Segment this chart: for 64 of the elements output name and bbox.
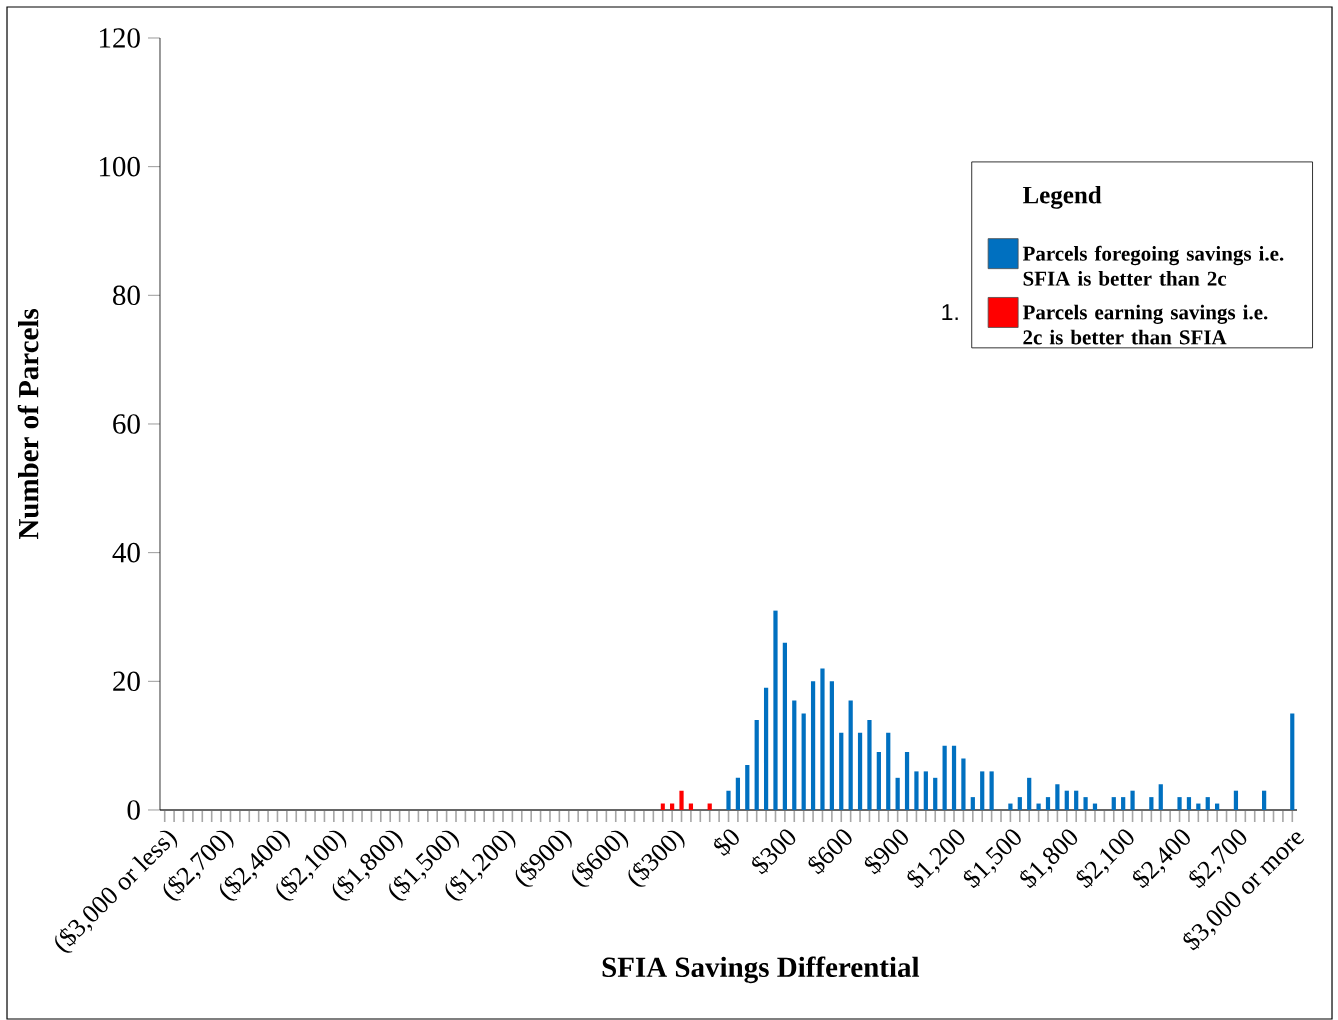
bar [848,700,853,810]
bar [886,732,891,810]
bar [754,719,759,810]
bar [876,752,881,810]
bar [1111,797,1116,810]
bar [895,777,900,810]
bar [773,610,778,810]
bar [1205,797,1210,810]
bar [1158,784,1163,810]
bar [1045,797,1051,810]
legend-title: Legend [1022,185,1102,209]
bar [867,719,872,810]
bar [914,771,919,810]
bar [1290,713,1295,810]
bar [820,668,825,810]
bar [923,771,928,810]
bar [763,687,769,810]
bar [792,700,797,810]
bar [1074,790,1079,810]
x-axis-title: SFIA Savings Differential [602,956,920,984]
bar [933,777,938,810]
y-tick-label: 40 [112,542,140,563]
bar [1008,803,1013,810]
bar [829,681,834,810]
bar [810,681,816,810]
bar [942,745,947,810]
bar [679,790,684,810]
bar [961,758,966,810]
y-axis-title: Number of Parcels [17,308,39,540]
bar [1064,790,1069,810]
bar [1233,790,1239,810]
bar [745,764,750,810]
bar [1027,777,1032,810]
bar [951,745,957,810]
x-tick-label: $0 [714,829,739,856]
bar [1186,797,1192,810]
legend-label: Parcels earning savings i.e. 2c is better than SFIA [1022,304,1268,345]
bar [1121,797,1126,810]
bar [1055,784,1060,810]
bar [1017,797,1022,810]
bar [1083,797,1088,810]
bar [980,771,985,810]
bar [735,777,741,810]
bar [726,790,731,810]
y-tick-label: 60 [113,414,140,434]
bar [857,732,863,810]
bar [782,642,787,810]
bar [989,771,994,810]
bar [839,732,844,810]
y-tick-label: 80 [113,285,140,306]
bar [970,797,975,810]
bar [1036,803,1041,810]
bar [904,752,910,810]
y-tick-label: 20 [113,671,140,692]
bar [1262,790,1267,810]
bar [1149,797,1154,810]
bar [1130,790,1135,810]
bar [1177,797,1182,810]
y-tick-label: 120 [99,28,140,48]
bar [801,713,806,810]
annotation: 1. [942,304,958,320]
legend-label: Parcels foregoing savings i.e. SFIA is better than 2c [1022,245,1284,286]
y-tick-label: 0 [127,800,140,820]
y-tick-label: 100 [99,156,140,177]
